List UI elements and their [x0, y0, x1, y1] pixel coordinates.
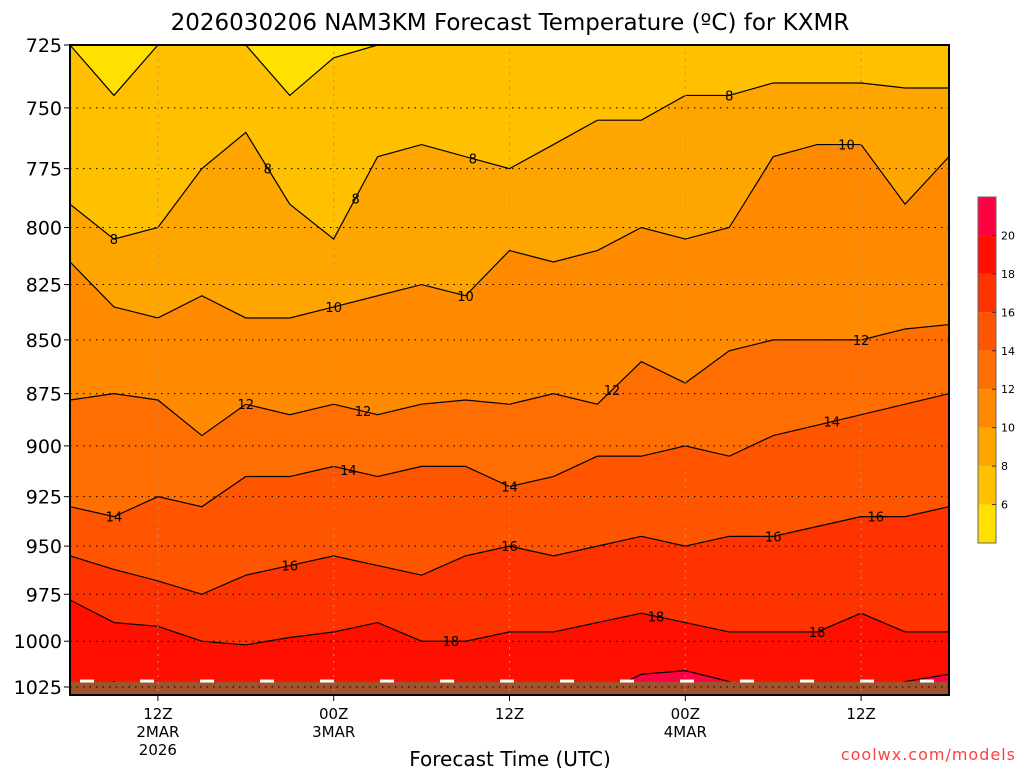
colorbar-tick-label: 10: [1001, 422, 1015, 435]
x-tick-label: 12Z: [846, 705, 875, 723]
isotherm-10: [70, 143, 949, 319]
contour-label: 16: [281, 560, 298, 575]
x-tick-label: 00Z: [671, 705, 700, 723]
contour-label: 14: [824, 416, 841, 431]
colorbar-tick-label: 20: [1001, 229, 1015, 242]
contour-label: 14: [501, 481, 518, 496]
contour-label: 10: [838, 139, 855, 154]
contour-label: 12: [853, 334, 870, 349]
surface-marker: [500, 679, 514, 683]
colorbar-tick-label: 12: [1001, 383, 1015, 396]
contour-label: 18: [443, 635, 460, 650]
contour-label: 8: [110, 233, 118, 248]
x-tick-label: 2026: [139, 741, 177, 759]
contour-label: 14: [340, 464, 357, 479]
surface-marker: [140, 679, 154, 683]
colorbar-swatch: [978, 427, 996, 467]
colorbar: 6 8 10 12 14 16 18 20: [977, 196, 1015, 544]
contour-label: 12: [238, 398, 255, 413]
colorbar-tick-label: 16: [1001, 306, 1015, 319]
surface-marker: [800, 679, 814, 683]
x-tick-label: 12Z: [143, 705, 172, 723]
contour-label: 8: [264, 163, 272, 178]
plot-area: 8 8 8 8 8 10 10 10 12 12 12 12 14 14 14 14 16 16 16 16 18 18 1…: [69, 44, 950, 696]
isotherm-8: [70, 82, 949, 240]
contour-label: 16: [501, 540, 518, 555]
y-tick-label: 800: [26, 218, 62, 240]
surface-marker: [200, 679, 214, 683]
surface-marker: [80, 679, 94, 683]
surface-marker: [860, 679, 874, 683]
contour-label: 18: [648, 610, 665, 625]
chart-title: 2026030206 NAM3KM Forecast Temperature (…: [171, 10, 850, 36]
surface-marker: [320, 679, 334, 683]
ground-below-surface: [70, 681, 949, 695]
x-tick-label: 4MAR: [664, 723, 707, 741]
surface-marker: [380, 679, 394, 683]
colorbar-swatch: [978, 350, 996, 390]
contour-label: 12: [604, 384, 621, 399]
contour-label: 8: [469, 153, 477, 168]
colorbar-swatch: [978, 466, 996, 505]
surface-marker: [620, 679, 634, 683]
colorbar-swatch: [978, 504, 996, 543]
y-tick-label: 750: [26, 98, 62, 120]
colorbar-swatch: [978, 235, 996, 274]
contour-fills: 8 8 8 8 8 10 10 10 12 12 12 12 14 14 14 14 16 16 16 16 18 18 1…: [70, 45, 949, 695]
isotherm-18: [70, 599, 949, 646]
contour-label: 10: [325, 301, 342, 316]
surface-marker: [440, 679, 454, 683]
colorbar-tick-label: 18: [1001, 268, 1015, 281]
y-tick-label: 925: [26, 487, 62, 509]
surface-marker: [920, 679, 934, 683]
colorbar-tick-label: 8: [1001, 460, 1008, 473]
colorbar-tick-label: 14: [1001, 345, 1015, 358]
y-tick-label: 775: [26, 159, 62, 181]
y-tick-label: 1000: [14, 631, 62, 653]
y-axis: 725 750 775 800 825 850 875 900 925 950 975 1000 102…: [14, 35, 70, 699]
contour-label: 8: [725, 89, 733, 104]
surface-marker: [560, 679, 574, 683]
y-tick-label: 950: [26, 536, 62, 558]
colorbar-swatch: [978, 389, 996, 428]
contour-label: 16: [765, 530, 782, 545]
x-tick-label: 3MAR: [312, 723, 355, 741]
contour-label: 14: [106, 511, 123, 526]
surface-marker: [740, 679, 754, 683]
x-axis-label: Forecast Time (UTC): [409, 747, 611, 768]
contour-label: 8: [352, 192, 360, 207]
colorbar-tick-label: 6: [1001, 499, 1008, 512]
colorbar-frame: [977, 196, 997, 544]
colorbar-swatch: [978, 273, 996, 313]
contour-label: 16: [867, 511, 884, 526]
surface-marker: [680, 679, 694, 683]
y-tick-label: 825: [26, 275, 62, 297]
y-tick-label: 725: [26, 35, 62, 57]
x-tick-label: 2MAR: [136, 723, 179, 741]
contour-label: 18: [809, 626, 826, 641]
y-tick-label: 900: [26, 436, 62, 458]
y-tick-label: 1025: [14, 677, 62, 699]
y-tick-label: 875: [26, 384, 62, 406]
colorbar-swatch: [978, 312, 996, 351]
x-tick-label: 12Z: [495, 705, 524, 723]
y-tick-label: 975: [26, 584, 62, 606]
colorbar-swatch: [978, 197, 996, 236]
contour-label: 12: [355, 405, 372, 420]
x-tick-label: 00Z: [319, 705, 348, 723]
isotherm-16: [70, 506, 949, 595]
surface-marker: [260, 679, 274, 683]
contour-label: 10: [457, 290, 474, 305]
isotherm-12: [70, 323, 949, 437]
y-tick-label: 850: [26, 330, 62, 352]
watermark: coolwx.com/models: [841, 745, 1016, 764]
